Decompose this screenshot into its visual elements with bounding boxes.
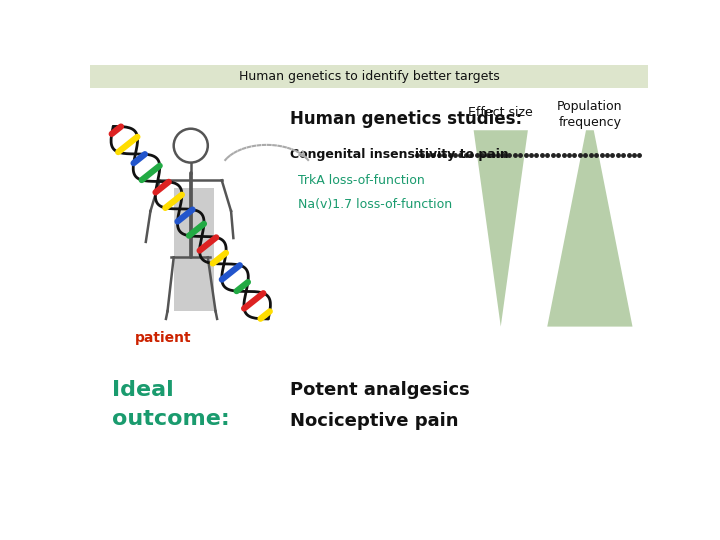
- Text: outcome:: outcome:: [112, 409, 230, 429]
- Text: Population
frequency: Population frequency: [557, 99, 623, 129]
- Text: Congenital insensitivity to pain: Congenital insensitivity to pain: [290, 148, 509, 161]
- Text: Human genetics studies:: Human genetics studies:: [290, 110, 522, 127]
- Text: Effect size: Effect size: [469, 106, 533, 119]
- Polygon shape: [547, 130, 632, 327]
- Text: Potent analgesics: Potent analgesics: [290, 381, 469, 399]
- Text: Ideal: Ideal: [112, 380, 174, 400]
- Text: patient: patient: [135, 331, 192, 345]
- Text: Na(v)1.7 loss-of-function: Na(v)1.7 loss-of-function: [297, 198, 452, 212]
- Bar: [90, 65, 648, 88]
- Text: Human genetics to identify better targets: Human genetics to identify better target…: [238, 70, 500, 83]
- Circle shape: [174, 129, 208, 163]
- Polygon shape: [474, 130, 528, 327]
- Text: TrkA loss-of-function: TrkA loss-of-function: [297, 174, 425, 187]
- Bar: [174, 188, 214, 311]
- Text: Nociceptive pain: Nociceptive pain: [290, 411, 459, 429]
